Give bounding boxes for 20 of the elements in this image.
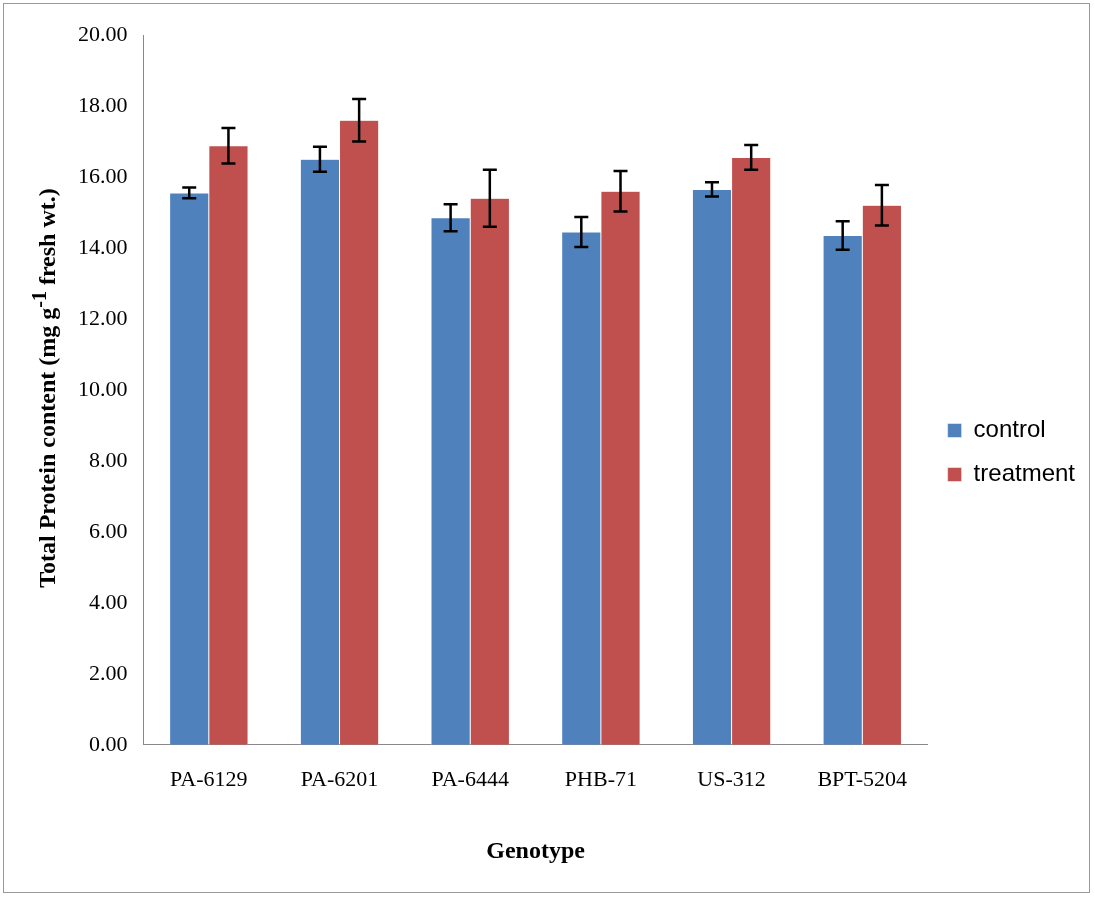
y-tick-label: 14.00 xyxy=(78,233,128,259)
y-tick-label: 18.00 xyxy=(78,91,128,117)
legend-label: control xyxy=(973,415,1046,443)
x-tick-label: PA-6129 xyxy=(170,765,248,791)
x-tick-label: US-312 xyxy=(697,765,766,791)
y-tick-label: 2.00 xyxy=(89,659,128,685)
y-tick-label: 4.00 xyxy=(89,588,128,614)
x-tick-label: PA-6444 xyxy=(431,765,509,791)
y-tick-label: 6.00 xyxy=(89,517,128,543)
y-tick-label: 16.00 xyxy=(78,162,128,188)
x-tick-label: PA-6201 xyxy=(300,765,379,791)
y-tick-label: 12.00 xyxy=(78,304,128,330)
x-tick-label: BPT-5204 xyxy=(817,765,908,791)
y-tick-label: 8.00 xyxy=(89,446,128,472)
y-tick-label: 10.00 xyxy=(78,375,128,401)
legend-label: treatment xyxy=(973,459,1076,487)
y-tick-label: 0.00 xyxy=(89,730,128,756)
x-tick-label: PHB-71 xyxy=(564,765,637,791)
x-axis-title: Genotype xyxy=(486,836,586,863)
y-tick-label: 20.00 xyxy=(78,20,128,46)
